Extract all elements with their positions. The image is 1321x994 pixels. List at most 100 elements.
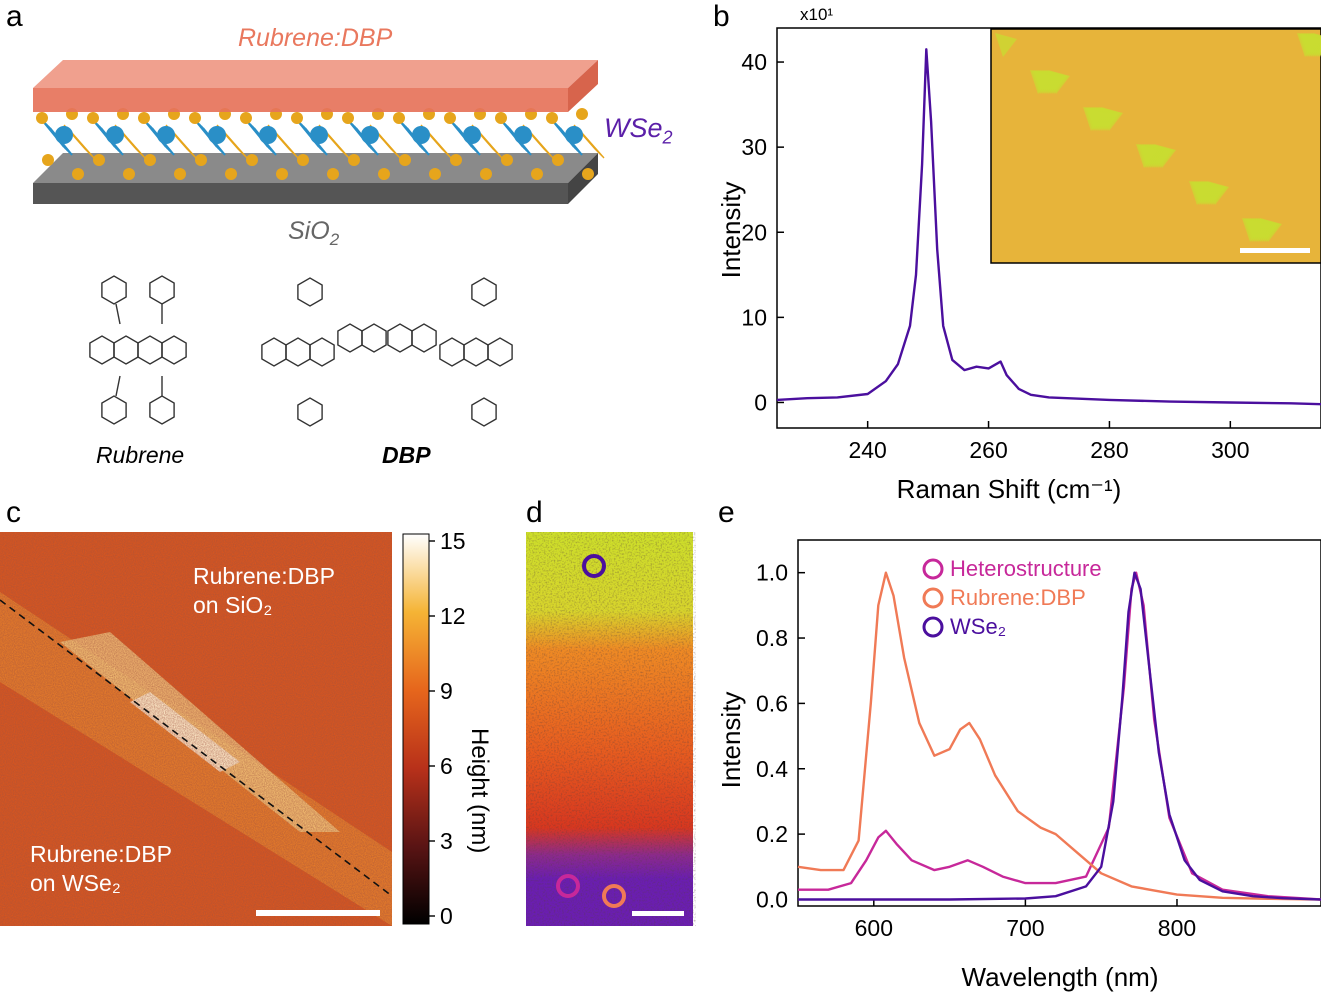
annotation-on-wse2: Rubrene:DBP on WSe₂: [30, 841, 172, 896]
panel-a-label: a: [6, 0, 23, 33]
wse2-flake: [1030, 70, 1052, 94]
wse2-flake: [1189, 181, 1211, 205]
x-tick-label: 280: [1090, 437, 1128, 463]
benzene-ring: [89, 335, 115, 365]
legend-marker: [922, 587, 944, 609]
dbp-molecule-label: DBP: [382, 442, 431, 468]
benzene-ring: [487, 337, 513, 367]
selenium-atom: [42, 154, 54, 166]
x-axis-title: Wavelength (nm): [962, 962, 1159, 992]
heterostructure-spot-marker: [556, 874, 580, 898]
tungsten-atom: [157, 126, 175, 144]
colorbar-tick-label: 9: [440, 678, 453, 704]
selenium-atom: [93, 154, 105, 166]
benzene-ring: [471, 277, 497, 307]
tungsten-atom: [361, 126, 379, 144]
y-tick-label: 1.0: [756, 560, 788, 586]
selenium-atom: [399, 154, 411, 166]
scale-bar-b: [1240, 248, 1310, 253]
x-tick-label: 240: [848, 437, 886, 463]
benzene-ring: [463, 337, 489, 367]
wse2-spot-marker: [582, 554, 606, 578]
panel-e-label: e: [718, 496, 735, 529]
tungsten-atom: [310, 126, 328, 144]
benzene-ring: [261, 337, 287, 367]
selenium-atom: [546, 112, 558, 124]
benzene-ring: [285, 337, 311, 367]
series-line-wse-: [798, 571, 1321, 901]
benzene-ring: [161, 335, 187, 365]
tungsten-atom: [412, 126, 430, 144]
selenium-atom: [195, 154, 207, 166]
tungsten-atom: [463, 126, 481, 144]
x-tick-label: 600: [855, 915, 893, 941]
selenium-atom: [87, 112, 99, 124]
wse2-layer-label: WSe2: [604, 113, 673, 148]
benzene-ring: [297, 277, 323, 307]
selenium-atom: [495, 112, 507, 124]
tungsten-atom: [514, 126, 532, 144]
benzene-ring: [101, 395, 127, 425]
y-tick-label: 30: [741, 134, 767, 160]
selenium-atom: [576, 108, 588, 120]
legend-marker: [922, 558, 944, 580]
top-layer-front-face: [33, 88, 568, 112]
pl-frame: [797, 539, 1321, 907]
benzene-ring: [361, 323, 387, 353]
profile-line: [0, 599, 392, 897]
benzene-ring: [149, 395, 175, 425]
tungsten-atom: [55, 126, 73, 144]
legend-entry: Rubrene:DBP: [950, 585, 1086, 610]
legend-entry: WSe₂: [950, 614, 1006, 639]
colorbar-tick-label: 12: [440, 603, 466, 629]
rubrene-dbp-layer-label: Rubrene:DBP: [238, 24, 393, 52]
series-line-0: [776, 48, 1321, 406]
selenium-atom: [72, 168, 84, 180]
selenium-atom: [123, 168, 135, 180]
wse2-flake: [1242, 218, 1264, 242]
y-tick-label: 0.4: [756, 756, 788, 782]
y-axis-title: Intensity: [716, 692, 746, 789]
benzene-ring: [309, 337, 335, 367]
y-tick-label: 40: [741, 49, 767, 75]
legend-marker: [922, 616, 944, 638]
selenium-atom: [582, 168, 594, 180]
x-tick-label: 700: [1006, 915, 1044, 941]
rubrene-spot-marker: [602, 884, 626, 908]
rubrene-molecule-label: Rubrene: [96, 442, 185, 468]
benzene-ring: [297, 397, 323, 427]
panel-c-label: c: [6, 496, 21, 529]
tungsten-atom: [106, 126, 124, 144]
selenium-atom: [297, 154, 309, 166]
benzene-ring: [471, 397, 497, 427]
y-tick-label: 0.8: [756, 625, 788, 651]
benzene-ring: [411, 323, 437, 353]
y-axis-title: Intensity: [716, 182, 746, 279]
wse2-flake: [1136, 144, 1158, 168]
selenium-atom: [291, 112, 303, 124]
molecule-structures: [89, 275, 513, 427]
substrate-front-face: [33, 183, 568, 204]
benzene-ring: [337, 323, 363, 353]
selenium-atom: [501, 154, 513, 166]
wse2-lattice: [36, 108, 605, 180]
selenium-atom: [552, 154, 564, 166]
tungsten-atom: [208, 126, 226, 144]
top-layer-top-face: [33, 60, 598, 88]
selenium-atom: [138, 112, 150, 124]
x-axis-title: Raman Shift (cm⁻¹): [897, 474, 1122, 504]
tungsten-atom: [259, 126, 277, 144]
height-colorbar: [402, 533, 430, 925]
scale-bar-c: [256, 910, 380, 916]
tungsten-atom: [565, 126, 583, 144]
selenium-atom: [36, 112, 48, 124]
selenium-atom: [531, 168, 543, 180]
selenium-atom: [327, 168, 339, 180]
selenium-atom: [348, 154, 360, 166]
substrate-side-face: [568, 153, 598, 204]
top-layer-side-face: [568, 60, 598, 112]
scale-bar-d: [632, 911, 684, 916]
x-tick-label: 800: [1158, 915, 1196, 941]
afm-height-map: 0 3 6 9 12 15: [0, 532, 466, 927]
y-tick-label: 20: [741, 219, 767, 245]
